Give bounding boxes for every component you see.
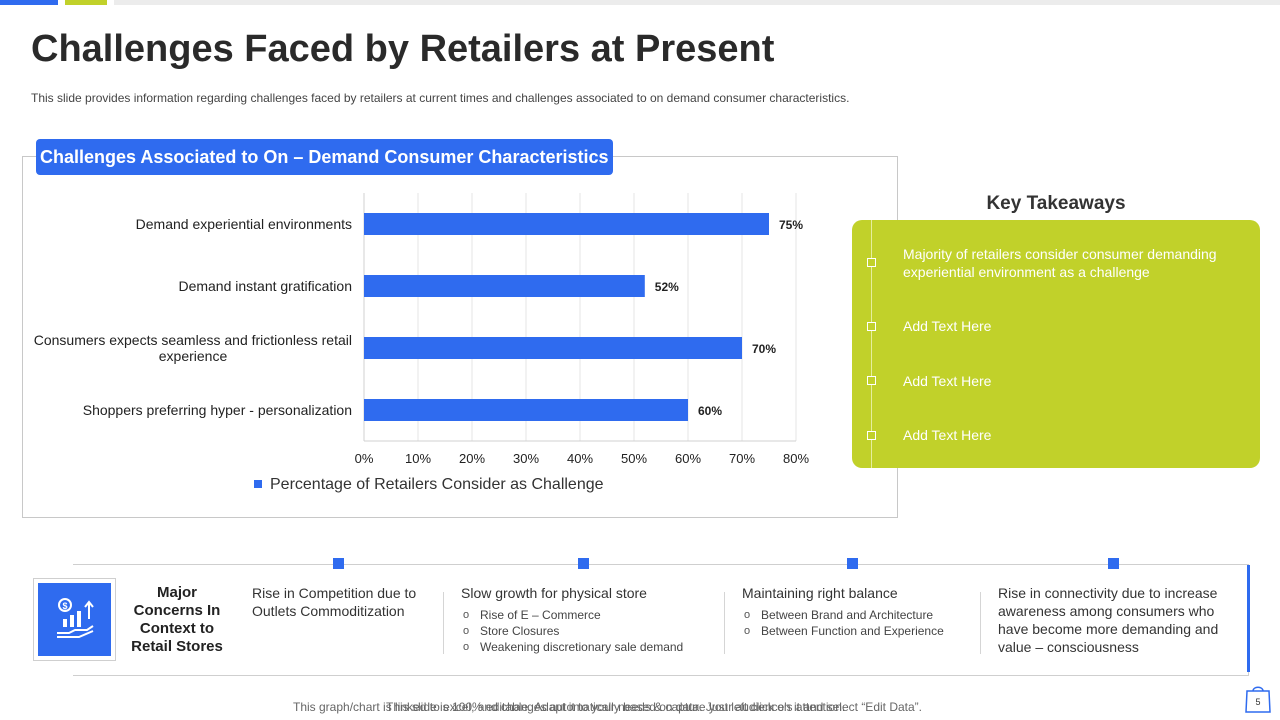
concerns-label: Major Concerns In Context to Retail Stor… — [131, 584, 223, 655]
concern-heading: Rise in Competition due to Outlets Commo… — [252, 585, 417, 619]
takeaway-marker — [867, 322, 876, 331]
key-takeaways-panel — [852, 220, 1260, 468]
legend-label: Percentage of Retailers Consider as Chal… — [270, 476, 604, 493]
concern-bullet: Store Closures — [461, 623, 683, 639]
takeaway-marker — [867, 258, 876, 267]
data-label: 60% — [698, 404, 722, 418]
page-subtitle: This slide provides information regardin… — [31, 91, 850, 105]
top-accent-blue — [0, 0, 58, 5]
key-takeaways-timeline — [871, 220, 872, 468]
top-accent-green — [65, 0, 107, 5]
bar — [364, 275, 645, 297]
takeaway-item: Add Text Here — [903, 318, 992, 334]
key-takeaways-title: Key Takeaways — [986, 193, 1126, 214]
concerns-icon-tile: $ — [38, 583, 111, 656]
growth-chart-hand-icon: $ — [57, 598, 94, 638]
x-tick-label: 70% — [729, 451, 755, 466]
bar — [364, 399, 688, 421]
data-label: 70% — [752, 342, 776, 356]
shopping-bag-icon: 5 — [1245, 686, 1271, 713]
bar — [364, 337, 742, 359]
concerns-accent — [1247, 565, 1250, 672]
concern-heading: Rise in connectivity due to increase awa… — [998, 585, 1219, 655]
page-title: Challenges Faced by Retailers at Present — [31, 28, 775, 70]
takeaway-item: Add Text Here — [903, 427, 992, 443]
concern-bullet: Rise of E – Commerce — [461, 607, 683, 623]
x-tick-label: 80% — [783, 451, 809, 466]
takeaway-marker — [867, 431, 876, 440]
x-tick-label: 40% — [567, 451, 593, 466]
concern-bullets: Rise of E – Commerce Store Closures Weak… — [461, 607, 683, 655]
column-divider — [980, 592, 981, 654]
concern-bullets: Between Brand and Architecture Between F… — [742, 607, 944, 639]
concern-bullet: Between Function and Experience — [742, 623, 944, 639]
concern-bullet: Between Brand and Architecture — [742, 607, 944, 623]
footer-chart-note: This graph/chart is linked to excel, and… — [293, 700, 922, 714]
takeaway-item: Add Text Here — [903, 373, 992, 389]
footer-edit-note: This slide is 100% editable. Adapt it to… — [386, 700, 846, 714]
data-label: 52% — [655, 280, 679, 294]
x-tick-label: 10% — [405, 451, 431, 466]
takeaway-marker — [867, 376, 876, 385]
x-tick-label: 60% — [675, 451, 701, 466]
concern-heading: Slow growth for physical store — [461, 585, 647, 601]
connector-marker — [847, 558, 858, 569]
column-divider — [724, 592, 725, 654]
top-accent-gray — [114, 0, 1280, 5]
x-tick-label: 20% — [459, 451, 485, 466]
data-label: 75% — [779, 218, 803, 232]
svg-text:$: $ — [62, 601, 67, 611]
column-divider — [443, 592, 444, 654]
category-label: Shoppers preferring hyper - personalizat… — [83, 402, 352, 418]
takeaway-item: Majority of retailers consider consumer … — [903, 246, 1217, 280]
concern-bullet: Weakening discretionary sale demand — [461, 639, 683, 655]
connector-marker — [333, 558, 344, 569]
bar-chart[interactable]: 0% 10% 20% 30% 40% 50% 60% 70% 80% 75% Demand expe… — [22, 156, 898, 518]
category-label: experience — [159, 348, 228, 364]
connector-marker — [578, 558, 589, 569]
x-tick-label: 0% — [355, 451, 374, 466]
legend-swatch — [254, 480, 262, 488]
connector-marker — [1108, 558, 1119, 569]
page-number: 5 — [1255, 697, 1260, 707]
concern-heading: Maintaining right balance — [742, 585, 898, 601]
bar — [364, 213, 769, 235]
category-label: Consumers expects seamless and frictionl… — [34, 332, 352, 348]
category-label: Demand instant gratification — [178, 278, 352, 294]
x-tick-label: 30% — [513, 451, 539, 466]
category-label: Demand experiential environments — [136, 216, 352, 232]
chart-title: Challenges Associated to On – Demand Con… — [36, 139, 613, 175]
x-tick-label: 50% — [621, 451, 647, 466]
